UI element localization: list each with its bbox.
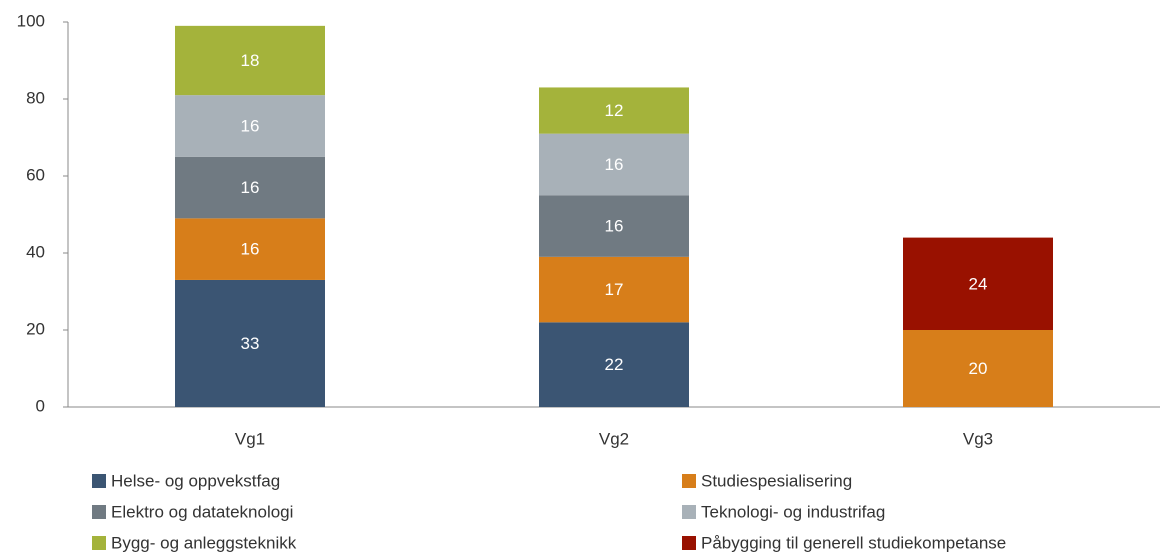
bar-segment <box>903 237 1053 330</box>
legend-label: Studiespesialisering <box>701 471 852 490</box>
data-label: 16 <box>605 217 624 236</box>
x-tick-label: Vg1 <box>235 429 265 448</box>
data-label: 16 <box>241 116 260 135</box>
y-tick-label: 60 <box>26 165 45 184</box>
legend-swatch <box>92 536 106 550</box>
legend-label: Bygg- og anleggsteknikk <box>111 533 297 552</box>
y-tick-label: 100 <box>17 11 45 30</box>
bar-segment <box>175 95 325 157</box>
bar-segment <box>539 133 689 196</box>
bar-segment <box>539 322 689 407</box>
data-label: 18 <box>241 51 260 70</box>
data-label: 20 <box>969 359 988 378</box>
bar-segment <box>175 25 325 96</box>
bar-segment <box>539 87 689 134</box>
legend-swatch <box>92 505 106 519</box>
legend-label: Elektro og datateknologi <box>111 502 293 521</box>
legend-swatch <box>682 474 696 488</box>
bar-segment <box>539 195 689 257</box>
data-label: 24 <box>969 274 988 293</box>
bar-segment <box>903 330 1053 407</box>
data-label: 12 <box>605 101 624 120</box>
bar-segment <box>539 256 689 323</box>
legend-swatch <box>682 536 696 550</box>
bar-segment <box>175 156 325 219</box>
data-label: 16 <box>605 155 624 174</box>
data-label: 16 <box>241 240 260 259</box>
data-label: 17 <box>605 280 624 299</box>
legend-swatch <box>682 505 696 519</box>
y-tick-label: 40 <box>26 242 45 261</box>
bar-segment <box>175 279 325 407</box>
y-tick-label: 0 <box>36 396 45 415</box>
legend-label: Påbygging til generell studiekompetanse <box>701 533 1006 552</box>
legend-label: Helse- og oppvekstfag <box>111 471 280 490</box>
data-label: 33 <box>241 334 260 353</box>
y-tick-label: 20 <box>26 319 45 338</box>
bar-segment <box>175 218 325 280</box>
legend-label: Teknologi- og industrifag <box>701 502 885 521</box>
x-tick-label: Vg3 <box>963 429 993 448</box>
data-label: 22 <box>605 355 624 374</box>
data-label: 16 <box>241 178 260 197</box>
legend-swatch <box>92 474 106 488</box>
y-tick-label: 80 <box>26 88 45 107</box>
x-tick-label: Vg2 <box>599 429 629 448</box>
